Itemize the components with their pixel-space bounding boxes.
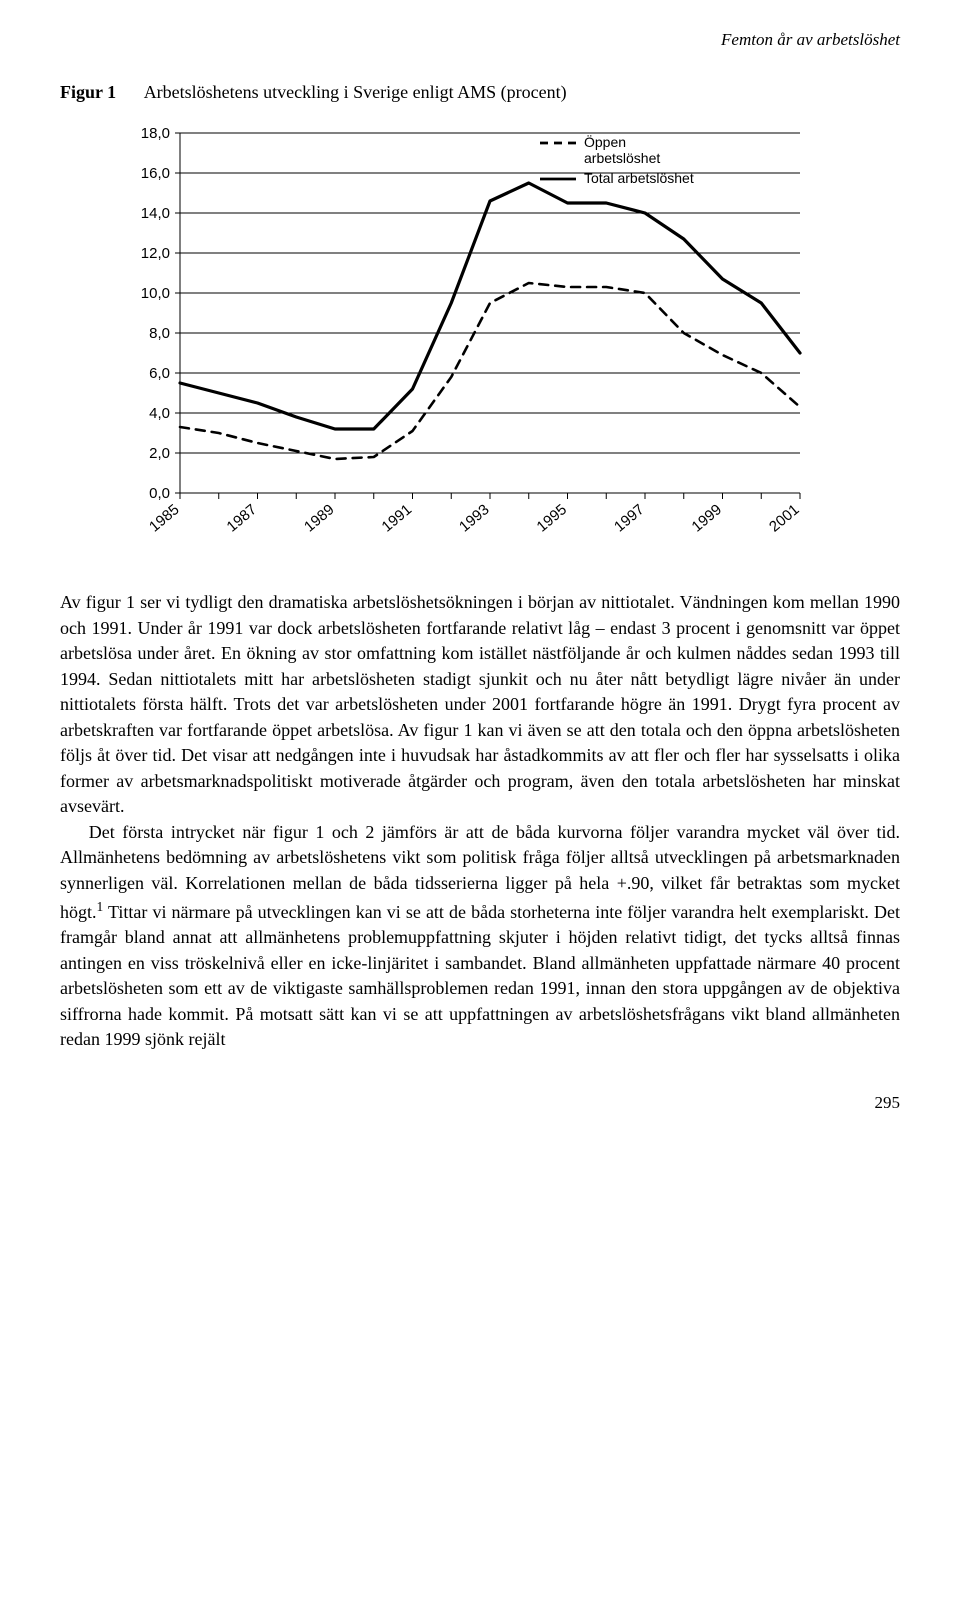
svg-text:0,0: 0,0 xyxy=(149,485,170,502)
svg-text:1999: 1999 xyxy=(689,501,725,535)
body-text: Av figur 1 ser vi tydligt den dramatiska… xyxy=(60,590,900,1053)
svg-text:16,0: 16,0 xyxy=(141,165,170,182)
svg-text:Total arbetslöshet: Total arbetslöshet xyxy=(584,170,694,186)
svg-text:2,0: 2,0 xyxy=(149,445,170,462)
svg-text:12,0: 12,0 xyxy=(141,245,170,262)
svg-text:4,0: 4,0 xyxy=(149,405,170,422)
running-header: Femton år av arbetslöshet xyxy=(60,30,900,50)
body-paragraph: Av figur 1 ser vi tydligt den dramatiska… xyxy=(60,590,900,820)
svg-text:1985: 1985 xyxy=(146,501,182,535)
svg-text:1995: 1995 xyxy=(534,501,570,535)
unemployment-chart: 0,0 2,0 4,0 6,0 8,0 10,0 12,0 14,0 16,0 18,0 1985 1… xyxy=(120,123,840,558)
svg-text:1991: 1991 xyxy=(379,501,415,535)
svg-text:1993: 1993 xyxy=(456,501,492,535)
svg-text:10,0: 10,0 xyxy=(141,285,170,302)
svg-text:14,0: 14,0 xyxy=(141,205,170,222)
figure-title: Arbetslöshetens utveckling i Sverige enl… xyxy=(144,82,567,102)
svg-text:1987: 1987 xyxy=(224,501,260,535)
svg-text:18,0: 18,0 xyxy=(141,125,170,142)
svg-text:arbetslöshet: arbetslöshet xyxy=(584,150,660,166)
svg-text:Öppen: Öppen xyxy=(584,133,626,150)
chart-svg: 0,0 2,0 4,0 6,0 8,0 10,0 12,0 14,0 16,0 18,0 1985 1… xyxy=(120,123,840,553)
svg-text:8,0: 8,0 xyxy=(149,325,170,342)
body-paragraph: Det första intrycket när figur 1 och 2 j… xyxy=(60,820,900,1053)
svg-text:1997: 1997 xyxy=(611,501,647,535)
page-number: 295 xyxy=(60,1093,900,1113)
figure-heading: Figur 1 Arbetslöshetens utveckling i Sve… xyxy=(60,82,900,103)
svg-text:6,0: 6,0 xyxy=(149,365,170,382)
svg-text:1989: 1989 xyxy=(301,501,337,535)
svg-text:2001: 2001 xyxy=(766,501,802,535)
figure-label: Figur 1 xyxy=(60,82,116,102)
